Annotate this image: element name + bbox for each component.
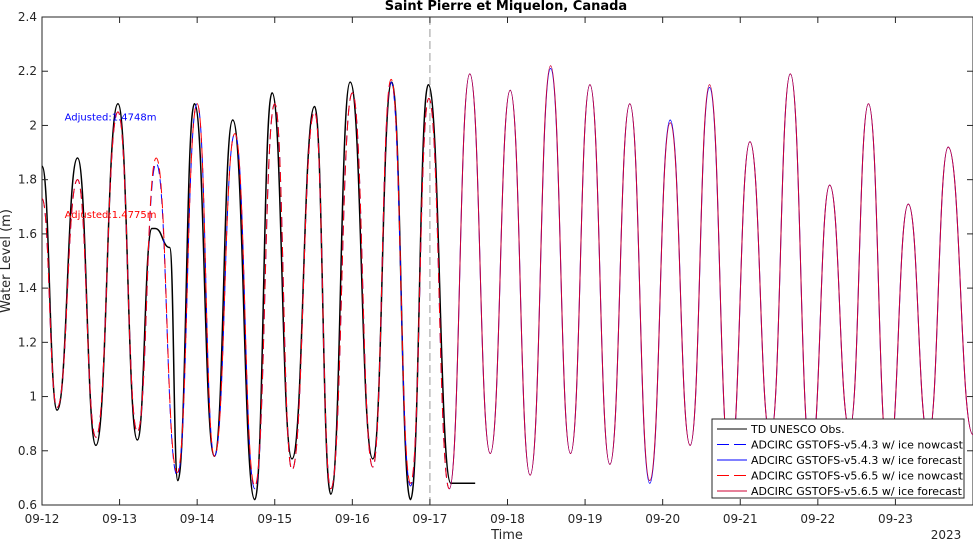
series-line-4: [448, 65, 973, 490]
y-tick-label: 2: [29, 118, 37, 132]
y-tick-label: 2.2: [18, 64, 37, 78]
y-axis-label: Water Level (m): [0, 209, 14, 313]
adjusted-annotation-0: Adjusted:1.4748m: [65, 112, 157, 123]
y-tick-label: 2.4: [18, 10, 37, 24]
y-tick-label: 0.6: [18, 498, 37, 512]
x-tick-label: 09-21: [723, 512, 758, 526]
x-tick-label: 09-19: [568, 512, 603, 526]
x-tick-label: 09-13: [102, 512, 137, 526]
y-tick-label: 0.8: [18, 444, 37, 458]
x-tick-label: 09-22: [800, 512, 835, 526]
y-tick-label: 1.6: [18, 227, 37, 241]
y-tick-label: 1.4: [18, 281, 37, 295]
annotation-layer: Adjusted:1.4748m Adjusted:1.4775m: [65, 112, 157, 221]
x-tick-label: 09-14: [180, 512, 215, 526]
legend: TD UNESCO Obs. ADCIRC GSTOFS-v5.4.3 w/ ic…: [711, 418, 965, 499]
chart-title: Saint Pierre et Miquelon, Canada: [385, 0, 627, 14]
x-axis-year-label: 2023: [931, 528, 962, 541]
x-tick-label: 09-20: [645, 512, 680, 526]
legend-items: TD UNESCO Obs. ADCIRC GSTOFS-v5.4.3 w/ ic…: [717, 423, 964, 498]
legend-label-3: ADCIRC GSTOFS-v5.6.5 w/ ice nowcast: [751, 470, 964, 483]
x-tick-label: 09-16: [335, 512, 370, 526]
legend-label-4: ADCIRC GSTOFS-v5.6.5 w/ ice forecast: [751, 485, 963, 498]
series-line-3: [41, 78, 450, 490]
x-axis-label: Time: [490, 528, 523, 541]
legend-box: [711, 418, 965, 499]
legend-label-1: ADCIRC GSTOFS-v5.4.3 w/ ice nowcast: [751, 439, 964, 452]
x-tick-label: 09-18: [490, 512, 525, 526]
x-tick-label: 09-17: [412, 512, 447, 526]
series-layer: [41, 65, 973, 501]
tick-layer: 09-12 09-13 09-14 09-15 09-16 09-17 09-18 09-19…: [18, 10, 973, 526]
x-tick-label: 09-23: [878, 512, 913, 526]
adjusted-annotation-1: Adjusted:1.4775m: [65, 210, 157, 221]
x-tick-label: 09-12: [25, 512, 60, 526]
y-tick-label: 1.2: [18, 335, 37, 349]
x-tick-label: 09-15: [257, 512, 292, 526]
legend-label-2: ADCIRC GSTOFS-v5.4.3 w/ ice forecast: [751, 454, 963, 467]
y-tick-label: 1: [29, 390, 37, 404]
y-tick-label: 1.8: [18, 173, 37, 187]
legend-label-0: TD UNESCO Obs.: [750, 423, 845, 436]
